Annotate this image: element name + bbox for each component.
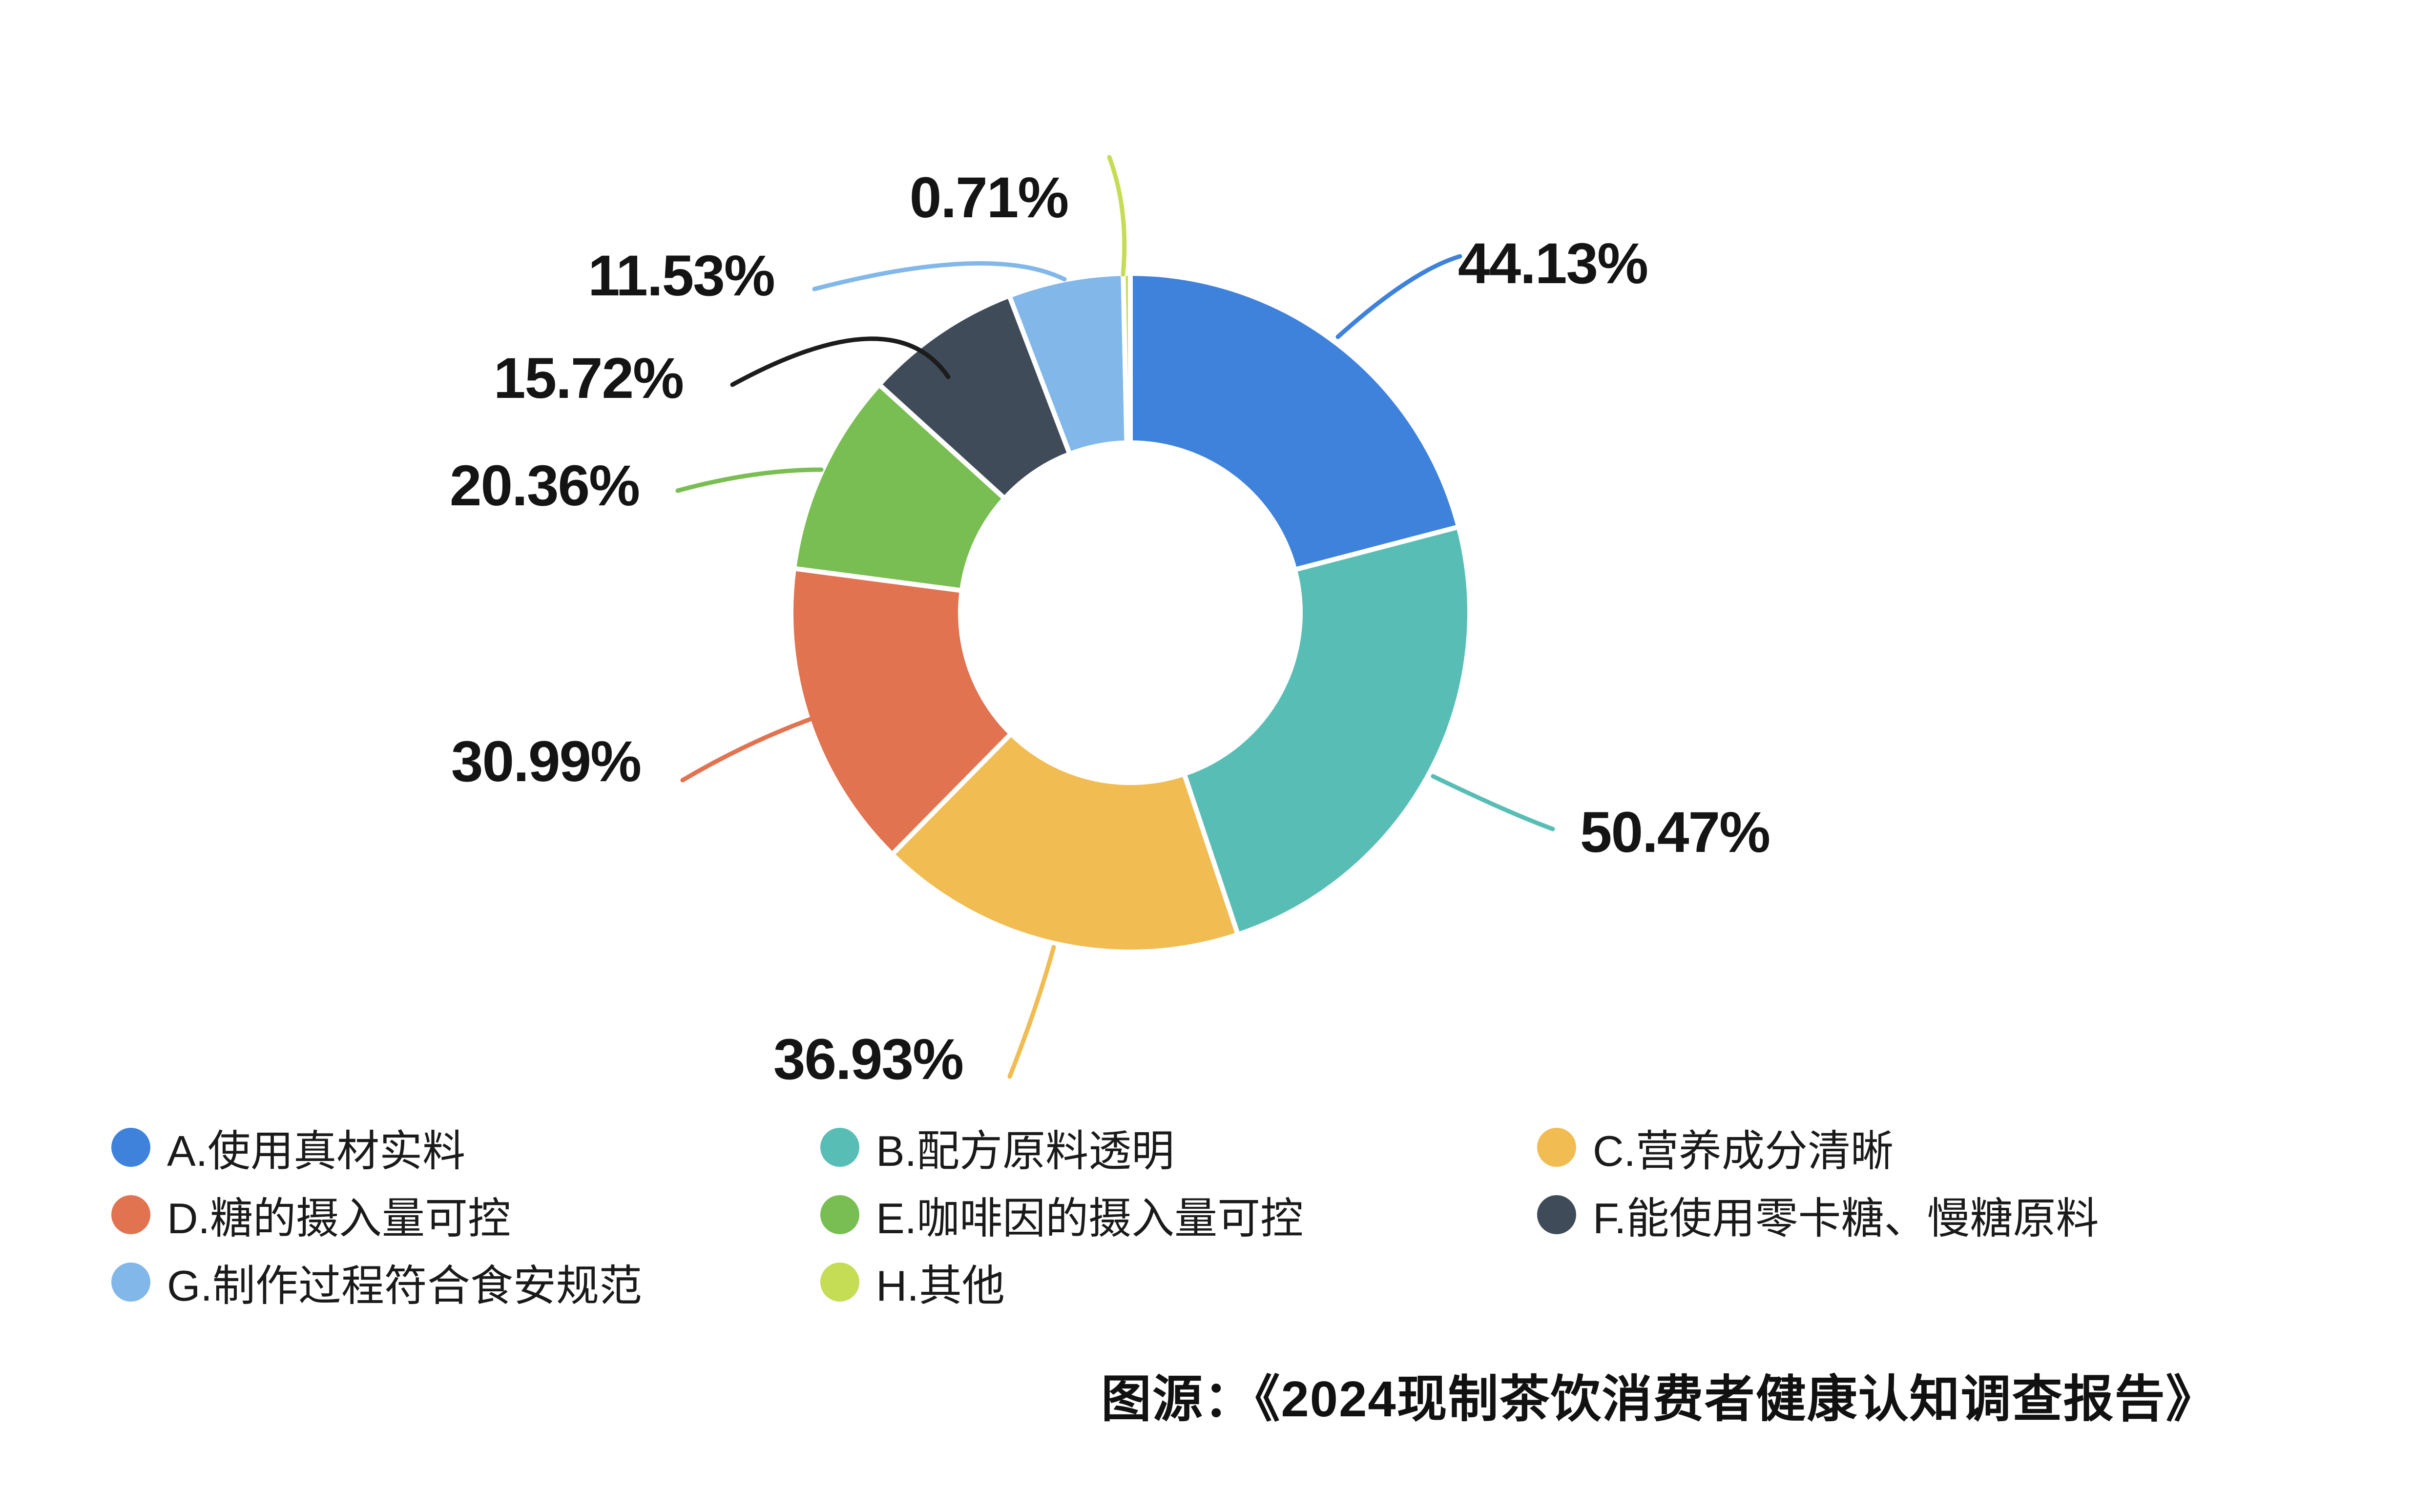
slice-label-b: 50.47% bbox=[1580, 800, 1770, 865]
legend-label-d: D.糖的摄入量可控 bbox=[167, 1194, 511, 1243]
leader-line-g bbox=[812, 261, 1067, 291]
donut-slice-b[interactable] bbox=[1182, 524, 1472, 937]
legend-item-h[interactable]: H.其他 bbox=[820, 1259, 1005, 1310]
donut-slice-e[interactable] bbox=[791, 382, 1007, 593]
legend-item-e[interactable]: E.咖啡因的摄入量可控 bbox=[820, 1191, 1303, 1243]
source-caption: 图源：《2024现制茶饮消费者健康认知调查报告》 bbox=[1101, 1371, 2217, 1427]
donut-slice-a[interactable] bbox=[1128, 271, 1461, 572]
slice-label-d: 30.99% bbox=[451, 729, 642, 794]
legend-label-g: G.制作过程符合食安规范 bbox=[167, 1261, 642, 1310]
leader-line-a bbox=[1335, 254, 1462, 339]
legend-dot-e bbox=[820, 1195, 859, 1234]
slice-label-a: 44.13% bbox=[1457, 231, 1648, 296]
leader-line-d bbox=[680, 715, 817, 783]
legend-label-e: E.咖啡因的摄入量可控 bbox=[876, 1194, 1304, 1243]
leader-line-c bbox=[1007, 945, 1056, 1079]
legend-label-a: A.使用真材实料 bbox=[167, 1126, 466, 1175]
leader-line-h bbox=[1107, 155, 1127, 277]
legend-label-f: F.能使用零卡糖、慢糖原料 bbox=[1593, 1194, 2099, 1243]
leader-line-f bbox=[730, 336, 951, 387]
leader-line-b bbox=[1431, 774, 1555, 831]
legend-item-g[interactable]: G.制作过程符合食安规范 bbox=[111, 1259, 642, 1310]
slice-label-e: 20.36% bbox=[449, 454, 640, 518]
legend-label-c: C.营养成分清晰 bbox=[1593, 1126, 1894, 1175]
slice-label-g: 11.53% bbox=[588, 244, 775, 308]
legend-dot-b bbox=[820, 1128, 859, 1167]
legend-label-b: B.配方原料透明 bbox=[876, 1126, 1175, 1175]
leader-line-e bbox=[675, 467, 824, 493]
legend-dot-h bbox=[820, 1263, 859, 1302]
legend-item-f[interactable]: F.能使用零卡糖、慢糖原料 bbox=[1537, 1191, 2099, 1243]
donut-slice-d[interactable] bbox=[789, 566, 1014, 857]
legend-item-d[interactable]: D.糖的摄入量可控 bbox=[111, 1191, 511, 1243]
legend-dot-a bbox=[111, 1128, 150, 1167]
slice-label-h: 0.71% bbox=[909, 166, 1069, 230]
legend-dot-g bbox=[111, 1263, 150, 1302]
legend-dot-f bbox=[1537, 1195, 1576, 1234]
legend-dot-d bbox=[111, 1195, 150, 1234]
legend-item-b[interactable]: B.配方原料透明 bbox=[820, 1124, 1174, 1175]
donut-slice-h[interactable] bbox=[1121, 271, 1133, 446]
donut-slice-c[interactable] bbox=[890, 731, 1241, 954]
slice-label-c: 36.93% bbox=[773, 1027, 964, 1092]
legend-dot-c bbox=[1537, 1128, 1576, 1167]
slice-label-f: 15.72% bbox=[493, 346, 684, 411]
legend-label-h: H.其他 bbox=[876, 1261, 1005, 1310]
legend-item-a[interactable]: A.使用真材实料 bbox=[111, 1124, 465, 1175]
legend-item-c[interactable]: C.营养成分清晰 bbox=[1537, 1124, 1894, 1175]
